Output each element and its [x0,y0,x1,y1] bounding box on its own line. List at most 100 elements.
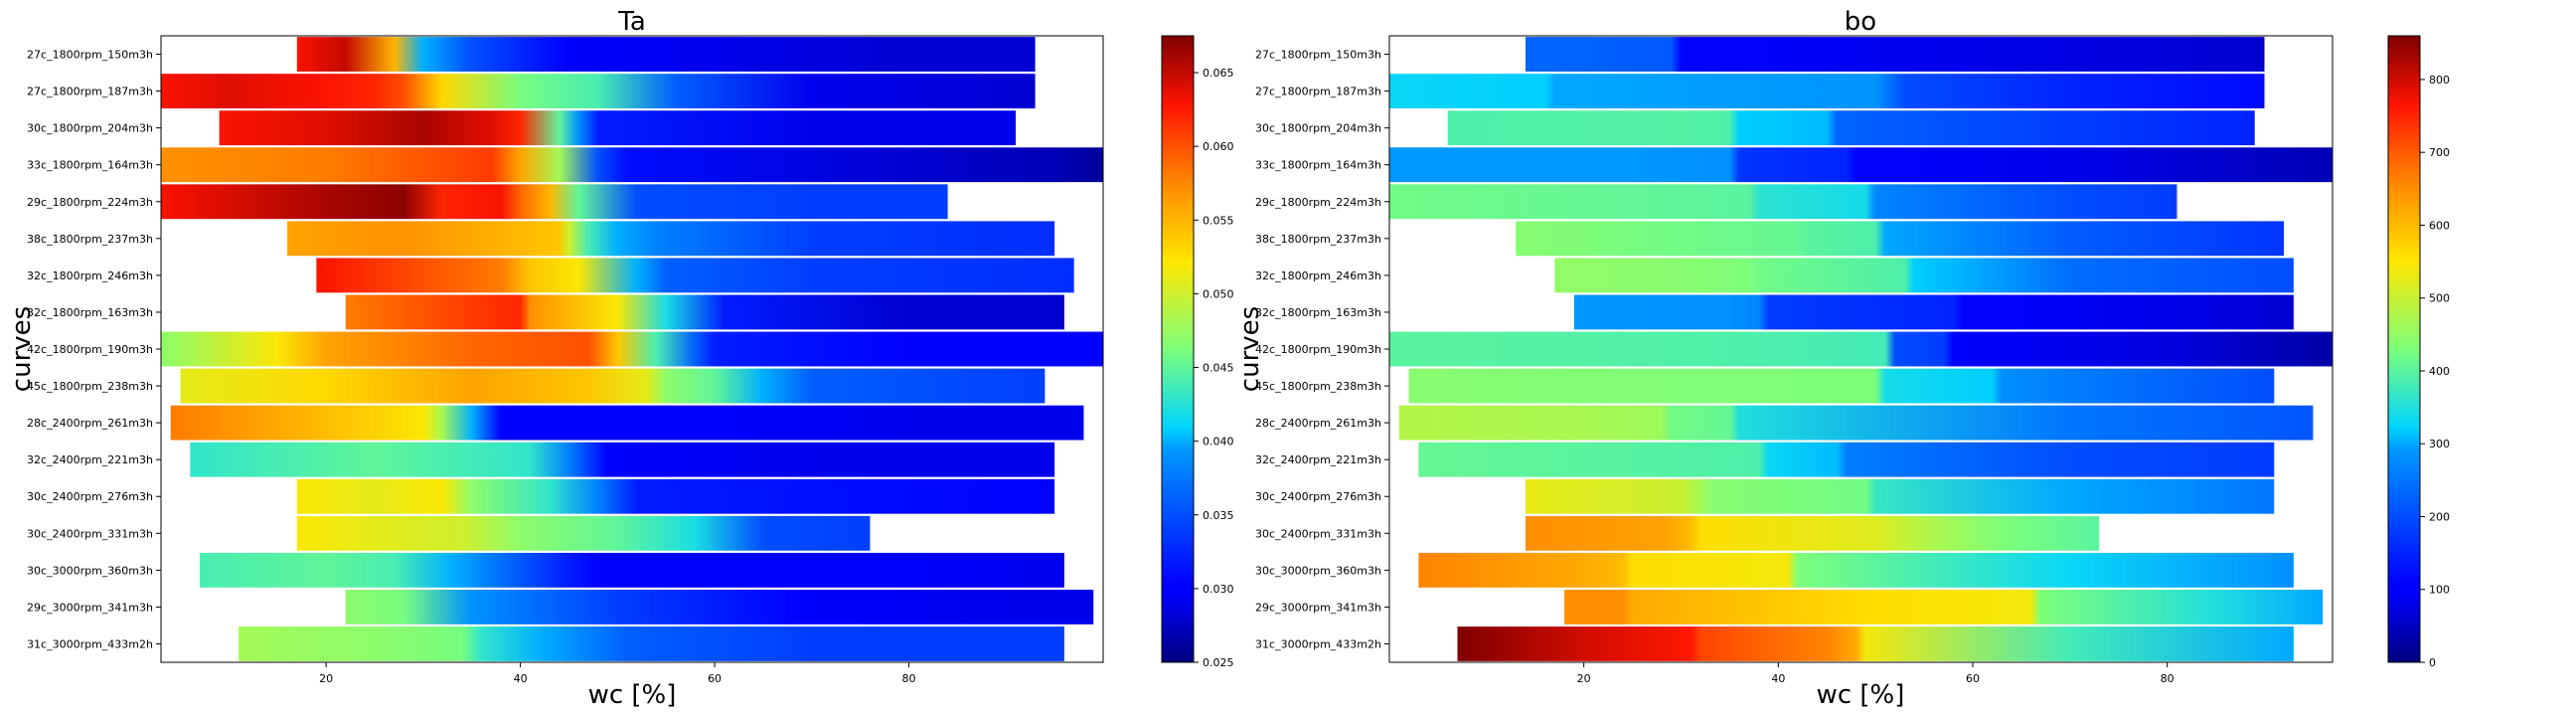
heatmap-bar [1554,258,2294,293]
y-tick-label: 30c_2400rpm_276m3h [1255,490,1381,503]
heatmap-bar [1447,110,2255,146]
heatmap-bar [296,515,871,551]
y-tick-label: 29c_3000rpm_341m3h [1255,601,1381,614]
y-tick-label: 30c_3000rpm_360m3h [1255,564,1381,577]
x-tick-label: 80 [902,672,916,685]
colorbar-tick-label: 700 [2429,146,2450,159]
x-tick-label: 60 [1966,672,1980,685]
colorbar-tick-label: 0.025 [1203,656,1234,669]
colorbar-tick-label: 0.065 [1203,67,1234,80]
y-tick-label: 32c_2400rpm_221m3h [1255,453,1381,466]
y-tick-label: 33c_1800rpm_164m3h [27,159,153,172]
y-tick-label: 31c_3000rpm_433m2h [27,637,153,650]
heatmap-bar [219,110,1017,146]
colorbar-tick-label: 0.055 [1203,214,1234,227]
heatmap-bar [1418,552,2294,588]
heatmap-bar [345,589,1094,625]
y-tick-label: 27c_1800rpm_150m3h [27,49,153,62]
y-tick-label: 30c_1800rpm_204m3h [1255,122,1381,135]
heatmap-bar [239,626,1064,661]
heatmap-bar [1564,589,2324,625]
y-tick-label: 45c_1800rpm_238m3h [27,380,153,393]
colorbar-tick-label: 300 [2429,438,2450,450]
heatmap-bar [1389,147,2333,183]
heatmap-bar [1418,442,2275,477]
y-tick-label: 29c_1800rpm_224m3h [1255,196,1381,209]
y-tick-label: 27c_1800rpm_187m3h [27,86,153,98]
heatmap-bar [1389,184,2177,220]
y-tick-label: 30c_3000rpm_360m3h [27,564,153,577]
heatmap-bar [1408,368,2275,404]
heatmap-bar [1573,294,2294,330]
y-tick-label: 42c_1800rpm_190m3h [27,343,153,356]
y-tick-label: 42c_1800rpm_190m3h [1255,343,1381,356]
heatmap-bar [1525,37,2265,72]
colorbar: 0.025 0.030 0.035 0.040 0.045 0.050 0.055 0.060… [1161,35,1234,669]
y-tick-labels: 27c_1800rpm_150m3h 27c_1800rpm_187m3h 30c_… [1255,49,1389,650]
y-tick-label: 29c_3000rpm_341m3h [27,601,153,614]
y-tick-label: 38c_1800rpm_237m3h [27,233,153,246]
x-tick-label: 20 [319,672,333,685]
heatmap-bar [161,147,1103,183]
y-tick-label: 28c_2400rpm_261m3h [1255,417,1381,430]
y-tick-label: 32c_1800rpm_163m3h [27,306,153,319]
y-tick-label: 45c_1800rpm_238m3h [1255,380,1381,393]
x-tick-label: 40 [514,672,528,685]
y-tick-label: 32c_1800rpm_163m3h [1255,306,1381,319]
heatmap-rows [161,37,1103,661]
x-axis-title: wc [%] [1817,680,1905,710]
y-tick-label: 28c_2400rpm_261m3h [27,417,153,430]
x-axis-title: wc [%] [588,680,677,710]
heatmap-bar [170,405,1084,441]
heatmap-bar [1516,221,2285,257]
y-axis-title: curves [1235,306,1265,392]
heatmap-bar [316,258,1074,293]
heatmap-bar [1457,626,2294,661]
y-tick-label: 30c_2400rpm_331m3h [1255,527,1381,540]
y-tick-label: 32c_1800rpm_246m3h [1255,269,1381,282]
y-tick-label: 29c_1800rpm_224m3h [27,196,153,209]
x-tick-label: 20 [1577,672,1591,685]
colorbar-tick-label: 800 [2429,74,2450,87]
colorbar-ticks: 0 100 200 300 400 500 600 700 800 [2420,74,2450,669]
bo-heatmap-chart: bo 27c_1800rpm_150m3h 27c_1800rpm_187m3h 3… [1235,7,2450,710]
colorbar-tick-label: 0.035 [1203,509,1234,522]
colorbar-tick-label: 0.040 [1203,436,1234,448]
colorbar-tick-label: 400 [2429,365,2450,378]
chart-title: Ta [617,7,646,37]
x-tick-label: 40 [1771,672,1785,685]
colorbar-gradient [2387,35,2421,663]
heatmap-bar [190,442,1055,477]
x-tick-label: 80 [2161,672,2174,685]
heatmap-rows [1389,37,2333,661]
y-tick-label: 30c_2400rpm_331m3h [27,527,153,540]
colorbar-tick-label: 0.045 [1203,362,1234,375]
heatmap-bar [296,478,1055,514]
x-tick-label: 60 [708,672,722,685]
colorbar-tick-label: 0.030 [1203,583,1234,596]
x-axis: 20 40 60 80 [1577,662,2174,685]
y-tick-label: 27c_1800rpm_187m3h [1255,86,1381,98]
heatmap-bar [345,294,1064,330]
heatmap-bar [1389,74,2265,109]
heatmap-bar [180,368,1046,404]
y-tick-label: 30c_1800rpm_204m3h [27,122,153,135]
colorbar-tick-label: 600 [2429,219,2450,232]
colorbar-gradient [1161,35,1195,663]
y-tick-labels: 27c_1800rpm_150m3h 27c_1800rpm_187m3h 30c_… [27,49,161,650]
y-axis-title: curves [7,306,37,392]
heatmap-bar [1525,515,2100,551]
y-tick-label: 38c_1800rpm_237m3h [1255,233,1381,246]
chart-title: bo [1845,7,1876,37]
y-tick-label: 30c_2400rpm_276m3h [27,490,153,503]
heatmap-bar [161,331,1103,367]
colorbar-tick-label: 500 [2429,292,2450,305]
y-tick-label: 31c_3000rpm_433m2h [1255,637,1381,650]
colorbar-tick-label: 0.060 [1203,140,1234,153]
heatmap-bar [1525,478,2275,514]
x-axis: 20 40 60 80 [319,662,916,685]
heatmap-bar [161,74,1036,109]
colorbar-tick-label: 200 [2429,510,2450,523]
heatmap-bar [1389,331,2333,367]
heatmap-bar [296,37,1036,72]
